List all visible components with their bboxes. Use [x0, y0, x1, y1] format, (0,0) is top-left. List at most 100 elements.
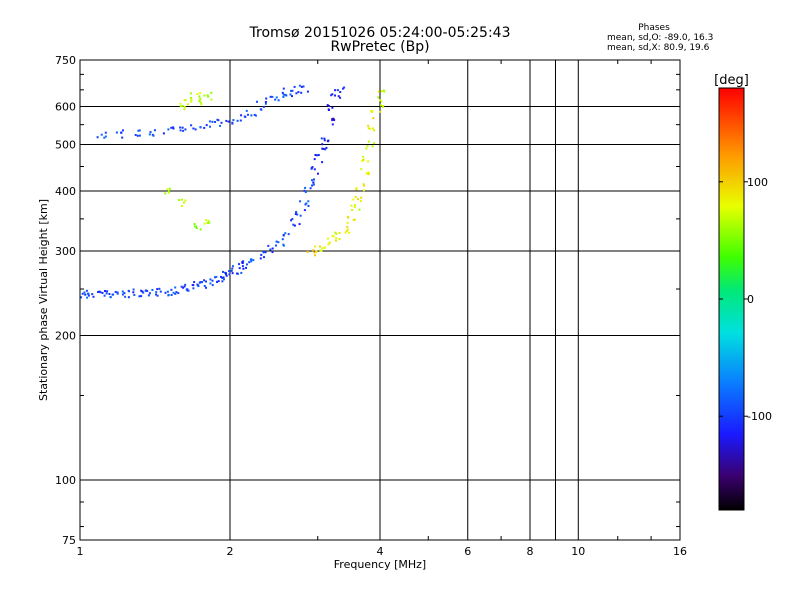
data-point-x	[183, 201, 186, 204]
chart-title: Tromsø 20151026 05:24:00-05:25:43	[249, 25, 511, 41]
data-point-x	[345, 230, 348, 233]
data-point-x	[164, 192, 167, 195]
data-point-o	[334, 89, 337, 92]
data-point-o	[281, 91, 284, 94]
data-point-o	[304, 186, 307, 189]
data-point-o	[105, 292, 108, 295]
data-point-x	[377, 96, 380, 99]
data-point-x	[166, 188, 169, 191]
data-point-o	[83, 291, 86, 294]
data-point-o	[134, 134, 137, 136]
chart-subtitle: RwPretec (Bp)	[330, 39, 430, 55]
data-point-o	[334, 94, 336, 97]
data-point-x	[180, 205, 183, 207]
data-point-x	[335, 237, 338, 240]
data-point-o	[103, 136, 106, 139]
data-point-o	[331, 123, 334, 126]
colorbar-tick-label: 0	[747, 293, 754, 306]
data-point-o	[175, 291, 178, 294]
data-point-x	[338, 231, 341, 234]
data-point-x	[183, 108, 186, 111]
data-point-o	[140, 289, 143, 292]
data-point-o	[196, 283, 199, 286]
data-point-o	[291, 218, 294, 220]
data-point-o	[337, 95, 340, 98]
data-point-x	[198, 100, 201, 102]
data-point-o	[262, 105, 265, 108]
data-point-o	[295, 92, 298, 95]
data-point-o	[306, 90, 309, 93]
data-point-o	[231, 267, 234, 270]
data-point-o	[297, 91, 300, 94]
data-point-o	[92, 295, 95, 298]
data-point-o	[326, 140, 329, 143]
data-point-o	[275, 244, 277, 247]
data-point-o	[330, 94, 333, 97]
data-point-o	[114, 291, 117, 293]
data-point-o	[170, 294, 173, 296]
data-point-o	[151, 289, 154, 291]
data-point-o	[121, 290, 124, 293]
data-point-o	[271, 95, 274, 98]
data-point-o	[300, 85, 303, 88]
data-point-x	[315, 250, 318, 253]
data-point-o	[321, 147, 324, 150]
data-point-x	[382, 105, 384, 108]
data-point-x	[314, 245, 317, 248]
data-point-o	[172, 291, 175, 294]
data-point-x	[334, 231, 337, 234]
data-point-o	[217, 280, 220, 283]
data-point-o	[247, 113, 249, 116]
data-point-o	[122, 129, 124, 132]
data-point-o	[216, 118, 219, 121]
data-point-o	[182, 129, 185, 132]
data-point-o	[331, 118, 334, 120]
data-point-x	[373, 129, 376, 132]
data-point-o	[250, 114, 253, 117]
data-point-x	[196, 93, 199, 96]
data-point-x	[354, 204, 356, 207]
data-point-o	[179, 126, 182, 129]
x-tick-label: 1	[77, 545, 84, 558]
data-point-o	[311, 184, 314, 187]
data-point-o	[302, 85, 305, 88]
data-point-x	[210, 91, 213, 94]
data-point-o	[156, 288, 159, 291]
data-point-o	[164, 291, 167, 294]
data-point-o	[230, 269, 233, 272]
data-point-o	[192, 287, 195, 290]
data-point-o	[236, 119, 239, 122]
data-point-x	[332, 235, 335, 238]
data-point-x	[178, 199, 181, 201]
data-point-x	[379, 99, 382, 102]
data-point-o	[277, 99, 280, 102]
data-point-o	[282, 96, 285, 98]
data-point-o	[324, 148, 327, 151]
data-point-o	[265, 97, 268, 100]
data-point-x	[371, 111, 373, 113]
plot-frame	[79, 59, 681, 541]
data-point-x	[362, 159, 365, 161]
data-point-o	[146, 289, 149, 292]
data-point-x	[190, 100, 193, 103]
data-point-o	[132, 291, 135, 294]
data-point-x	[323, 246, 326, 249]
data-point-x	[168, 187, 171, 190]
data-point-x	[367, 160, 370, 163]
data-point-o	[284, 232, 287, 235]
data-point-x	[371, 127, 374, 130]
data-point-o	[155, 293, 157, 296]
x-tick-label: 6	[464, 545, 471, 558]
data-point-o	[170, 288, 173, 291]
data-point-x	[357, 198, 359, 201]
data-point-o	[290, 89, 293, 92]
data-point-o	[170, 126, 173, 129]
data-point-o	[256, 100, 258, 103]
data-point-o	[293, 85, 296, 88]
data-point-o	[240, 114, 243, 117]
data-point-o	[300, 91, 303, 94]
data-point-o	[147, 294, 150, 297]
data-point-o	[312, 183, 315, 186]
data-point-o	[148, 292, 151, 295]
data-point-o	[252, 259, 255, 262]
